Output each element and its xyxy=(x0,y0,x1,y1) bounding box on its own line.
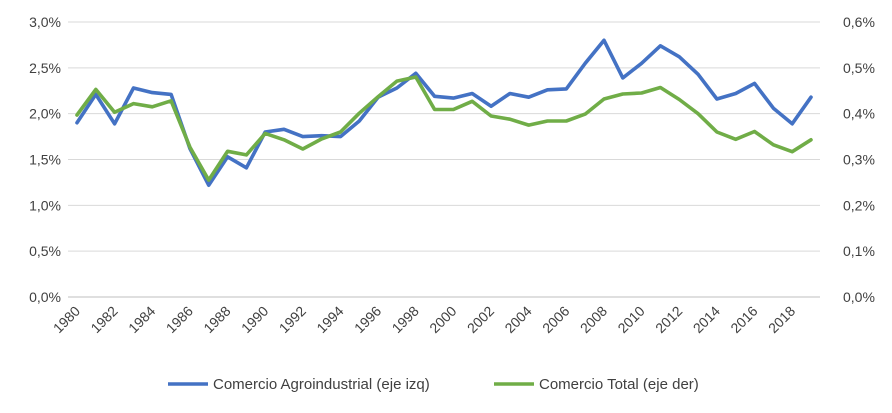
series-line-agroindustrial xyxy=(75,38,813,187)
x-tick-label: 2008 xyxy=(577,303,610,336)
legend-label: Comercio Agroindustrial (eje izq) xyxy=(213,376,430,393)
series-lines xyxy=(75,38,813,187)
x-tick-label: 1986 xyxy=(163,303,196,336)
y-left-tick-label: 1,5% xyxy=(29,152,61,168)
series-line-total xyxy=(75,75,813,182)
gridlines xyxy=(68,21,820,298)
y-right-tick-label: 0,0% xyxy=(843,289,875,305)
x-tick-label: 2016 xyxy=(727,303,760,336)
x-tick-label: 1984 xyxy=(125,303,158,336)
y-left-tick-label: 2,0% xyxy=(29,106,61,122)
y-axis-right: 0,0% 0,1% 0,2% 0,3% 0,4% 0,5% 0,6% xyxy=(843,14,875,305)
y-right-tick-label: 0,6% xyxy=(843,14,875,30)
legend-label: Comercio Total (eje der) xyxy=(539,376,699,393)
x-tick-label: 2006 xyxy=(539,303,572,336)
x-tick-label: 2018 xyxy=(765,303,798,336)
x-tick-label: 2014 xyxy=(690,303,723,336)
y-right-tick-label: 0,4% xyxy=(843,106,875,122)
x-tick-label: 2010 xyxy=(614,303,647,336)
x-tick-label: 1996 xyxy=(351,303,384,336)
x-tick-label: 2000 xyxy=(426,303,459,336)
x-tick-label: 1992 xyxy=(276,303,309,336)
x-tick-label: 1988 xyxy=(200,303,233,336)
x-tick-label: 2002 xyxy=(464,303,497,336)
x-tick-label: 1990 xyxy=(238,303,271,336)
y-left-tick-label: 1,0% xyxy=(29,197,61,213)
y-axis-left: 0,0% 0,5% 1,0% 1,5% 2,0% 2,5% 3,0% xyxy=(29,14,61,305)
x-tick-label: 2012 xyxy=(652,303,685,336)
legend: Comercio Agroindustrial (eje izq) Comerci… xyxy=(168,376,699,393)
x-tick-label: 1982 xyxy=(87,303,120,336)
x-tick-label: 1994 xyxy=(313,303,346,336)
y-left-tick-label: 0,0% xyxy=(29,289,61,305)
y-right-tick-label: 0,2% xyxy=(843,197,875,213)
x-axis: 1980 1982 1984 1986 1988 1990 1992 1994 1996 1998… xyxy=(50,303,799,336)
x-tick-label: 1980 xyxy=(50,303,83,336)
y-left-tick-label: 0,5% xyxy=(29,243,61,259)
y-left-tick-label: 3,0% xyxy=(29,14,61,30)
y-left-tick-label: 2,5% xyxy=(29,60,61,76)
y-right-tick-label: 0,5% xyxy=(843,60,875,76)
x-tick-label: 1998 xyxy=(389,303,422,336)
y-right-tick-label: 0,1% xyxy=(843,243,875,259)
x-tick-label: 2004 xyxy=(501,303,534,336)
y-right-tick-label: 0,3% xyxy=(843,152,875,168)
